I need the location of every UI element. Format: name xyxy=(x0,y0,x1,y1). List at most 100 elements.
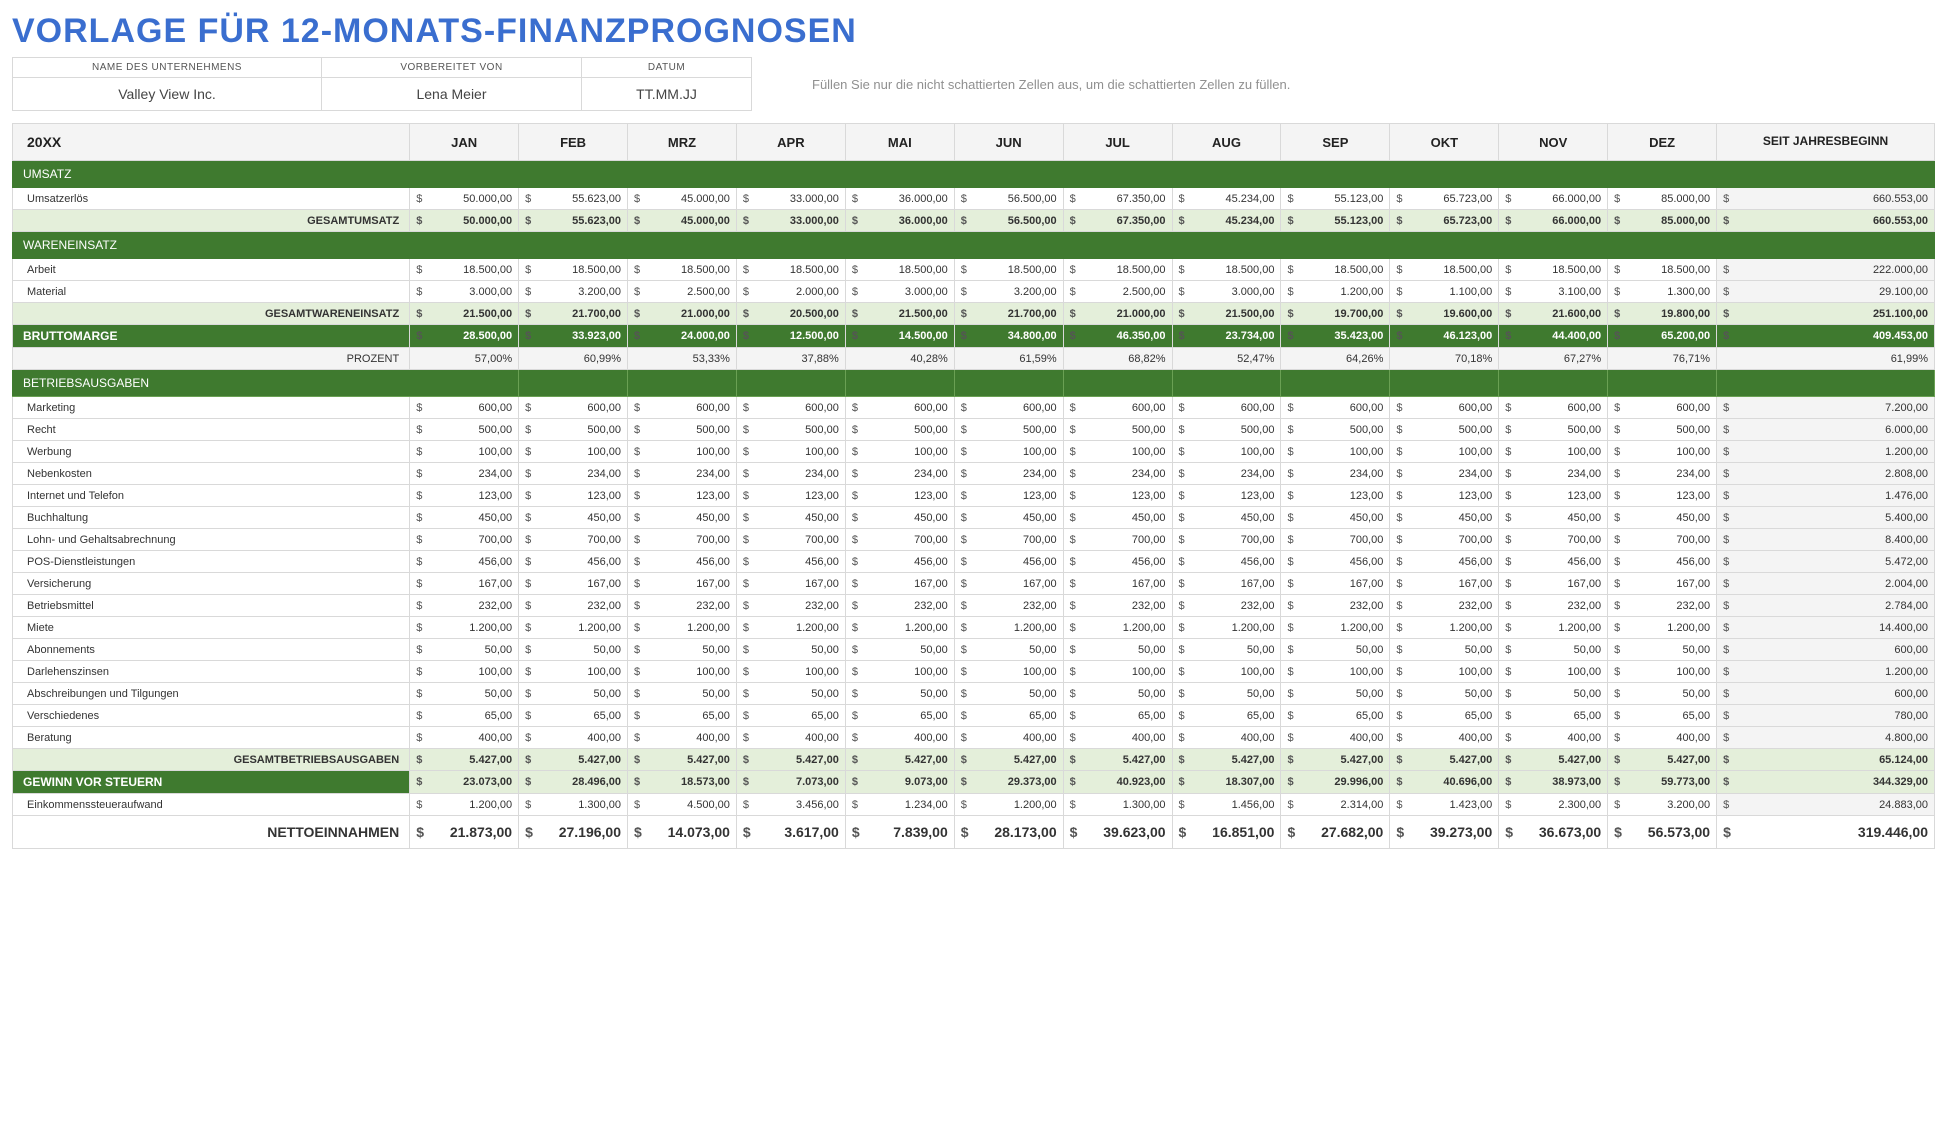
money-cell[interactable]: $1.200,00 xyxy=(1281,281,1390,303)
money-cell[interactable]: $450,00 xyxy=(954,507,1063,529)
money-cell[interactable]: $50,00 xyxy=(1608,639,1717,661)
money-cell[interactable]: $500,00 xyxy=(954,419,1063,441)
money-cell[interactable]: $66.000,00 xyxy=(1499,188,1608,210)
money-cell[interactable]: $1.456,00 xyxy=(1172,794,1281,816)
money-cell[interactable]: $500,00 xyxy=(845,419,954,441)
money-cell[interactable]: $456,00 xyxy=(1281,551,1390,573)
money-cell[interactable]: $1.200,00 xyxy=(410,617,519,639)
money-cell[interactable]: $1.200,00 xyxy=(1608,617,1717,639)
money-cell[interactable]: $1.300,00 xyxy=(519,794,628,816)
money-cell[interactable]: $18.500,00 xyxy=(954,259,1063,281)
money-cell[interactable]: $65,00 xyxy=(736,705,845,727)
money-cell[interactable]: $100,00 xyxy=(1390,441,1499,463)
money-cell[interactable]: $167,00 xyxy=(1063,573,1172,595)
money-cell[interactable]: $50,00 xyxy=(1281,639,1390,661)
money-cell[interactable]: $123,00 xyxy=(1281,485,1390,507)
money-cell[interactable]: $65,00 xyxy=(954,705,1063,727)
money-cell[interactable]: $167,00 xyxy=(954,573,1063,595)
money-cell[interactable]: $232,00 xyxy=(628,595,737,617)
money-cell[interactable]: $1.200,00 xyxy=(1499,617,1608,639)
money-cell[interactable]: $67.350,00 xyxy=(1063,188,1172,210)
money-cell[interactable]: $167,00 xyxy=(519,573,628,595)
money-cell[interactable]: $167,00 xyxy=(845,573,954,595)
money-cell[interactable]: $456,00 xyxy=(845,551,954,573)
money-cell[interactable]: $100,00 xyxy=(1063,441,1172,463)
money-cell[interactable]: $50,00 xyxy=(519,683,628,705)
money-cell[interactable]: $456,00 xyxy=(519,551,628,573)
money-cell[interactable]: $65.723,00 xyxy=(1390,188,1499,210)
money-cell[interactable]: $1.200,00 xyxy=(954,794,1063,816)
money-cell[interactable]: $500,00 xyxy=(1390,419,1499,441)
money-cell[interactable]: $600,00 xyxy=(1390,397,1499,419)
money-cell[interactable]: $2.300,00 xyxy=(1499,794,1608,816)
money-cell[interactable]: $500,00 xyxy=(736,419,845,441)
money-cell[interactable]: $234,00 xyxy=(954,463,1063,485)
money-cell[interactable]: $50,00 xyxy=(1608,683,1717,705)
money-cell[interactable]: $65,00 xyxy=(628,705,737,727)
money-cell[interactable]: $500,00 xyxy=(410,419,519,441)
money-cell[interactable]: $234,00 xyxy=(1390,463,1499,485)
money-cell[interactable]: $232,00 xyxy=(410,595,519,617)
money-cell[interactable]: $232,00 xyxy=(1608,595,1717,617)
money-cell[interactable]: $450,00 xyxy=(519,507,628,529)
money-cell[interactable]: $700,00 xyxy=(1390,529,1499,551)
money-cell[interactable]: $50,00 xyxy=(1390,639,1499,661)
money-cell[interactable]: $100,00 xyxy=(1172,661,1281,683)
money-cell[interactable]: $600,00 xyxy=(736,397,845,419)
money-cell[interactable]: $400,00 xyxy=(845,727,954,749)
money-cell[interactable]: $3.000,00 xyxy=(410,281,519,303)
money-cell[interactable]: $50,00 xyxy=(1172,683,1281,705)
money-cell[interactable]: $167,00 xyxy=(410,573,519,595)
money-cell[interactable]: $3.000,00 xyxy=(845,281,954,303)
money-cell[interactable]: $456,00 xyxy=(1063,551,1172,573)
money-cell[interactable]: $65,00 xyxy=(845,705,954,727)
money-cell[interactable]: $234,00 xyxy=(519,463,628,485)
money-cell[interactable]: $33.000,00 xyxy=(736,188,845,210)
money-cell[interactable]: $1.423,00 xyxy=(1390,794,1499,816)
money-cell[interactable]: $3.200,00 xyxy=(519,281,628,303)
money-cell[interactable]: $50,00 xyxy=(1499,683,1608,705)
money-cell[interactable]: $232,00 xyxy=(1281,595,1390,617)
money-cell[interactable]: $500,00 xyxy=(1499,419,1608,441)
money-cell[interactable]: $65,00 xyxy=(1281,705,1390,727)
money-cell[interactable]: $232,00 xyxy=(1172,595,1281,617)
money-cell[interactable]: $450,00 xyxy=(736,507,845,529)
money-cell[interactable]: $18.500,00 xyxy=(1390,259,1499,281)
money-cell[interactable]: $100,00 xyxy=(1499,661,1608,683)
money-cell[interactable]: $450,00 xyxy=(845,507,954,529)
money-cell[interactable]: $456,00 xyxy=(410,551,519,573)
money-cell[interactable]: $3.200,00 xyxy=(1608,794,1717,816)
money-cell[interactable]: $167,00 xyxy=(1499,573,1608,595)
money-cell[interactable]: $400,00 xyxy=(519,727,628,749)
money-cell[interactable]: $50,00 xyxy=(410,639,519,661)
money-cell[interactable]: $232,00 xyxy=(954,595,1063,617)
money-cell[interactable]: $456,00 xyxy=(1390,551,1499,573)
money-cell[interactable]: $600,00 xyxy=(1281,397,1390,419)
money-cell[interactable]: $600,00 xyxy=(845,397,954,419)
money-cell[interactable]: $100,00 xyxy=(736,661,845,683)
money-cell[interactable]: $1.200,00 xyxy=(519,617,628,639)
money-cell[interactable]: $100,00 xyxy=(1281,441,1390,463)
money-cell[interactable]: $1.200,00 xyxy=(1063,617,1172,639)
money-cell[interactable]: $700,00 xyxy=(628,529,737,551)
money-cell[interactable]: $234,00 xyxy=(1499,463,1608,485)
money-cell[interactable]: $1.300,00 xyxy=(1608,281,1717,303)
money-cell[interactable]: $450,00 xyxy=(1390,507,1499,529)
money-cell[interactable]: $100,00 xyxy=(410,441,519,463)
money-cell[interactable]: $400,00 xyxy=(1499,727,1608,749)
money-cell[interactable]: $232,00 xyxy=(1390,595,1499,617)
money-cell[interactable]: $400,00 xyxy=(1281,727,1390,749)
money-cell[interactable]: $50,00 xyxy=(845,683,954,705)
money-cell[interactable]: $450,00 xyxy=(1063,507,1172,529)
money-cell[interactable]: $232,00 xyxy=(845,595,954,617)
money-cell[interactable]: $456,00 xyxy=(736,551,845,573)
money-cell[interactable]: $167,00 xyxy=(1172,573,1281,595)
money-cell[interactable]: $50,00 xyxy=(519,639,628,661)
money-cell[interactable]: $123,00 xyxy=(1608,485,1717,507)
money-cell[interactable]: $50,00 xyxy=(845,639,954,661)
money-cell[interactable]: $100,00 xyxy=(519,661,628,683)
money-cell[interactable]: $100,00 xyxy=(1608,661,1717,683)
money-cell[interactable]: $456,00 xyxy=(954,551,1063,573)
money-cell[interactable]: $400,00 xyxy=(954,727,1063,749)
money-cell[interactable]: $18.500,00 xyxy=(519,259,628,281)
